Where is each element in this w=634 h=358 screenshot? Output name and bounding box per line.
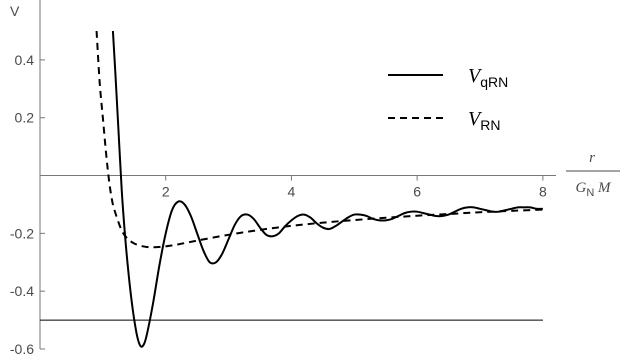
x-tick-label: 2 bbox=[162, 184, 170, 200]
y-tick-label: -0.6 bbox=[10, 341, 34, 357]
x-axis-label-numerator: r bbox=[589, 150, 595, 166]
x-tick-label: 4 bbox=[288, 184, 296, 200]
legend: VqRN VRN bbox=[388, 65, 508, 133]
x-tick-label: 8 bbox=[539, 184, 547, 200]
y-tick-label: -0.2 bbox=[10, 225, 34, 241]
series-group bbox=[95, 31, 543, 348]
x-tick-label: 6 bbox=[413, 184, 421, 200]
legend-label-qrn: VqRN bbox=[468, 65, 508, 90]
legend-label-rn: VRN bbox=[468, 108, 500, 133]
y-tick-label: 0.4 bbox=[15, 52, 35, 68]
series-line-rn bbox=[95, 31, 543, 249]
axes bbox=[39, 0, 556, 349]
y-tick-label: -0.4 bbox=[10, 283, 34, 299]
series-line-qrn bbox=[111, 31, 543, 348]
ticks: 2 4 6 8 0.4 0.2 -0.2 -0.4 -0.6 bbox=[10, 52, 547, 357]
y-tick-label: 0.2 bbox=[15, 110, 35, 126]
x-axis-label: r GN M bbox=[566, 150, 620, 199]
x-axis-label-denominator: GN M bbox=[575, 180, 612, 199]
y-axis-label: V bbox=[10, 3, 20, 19]
